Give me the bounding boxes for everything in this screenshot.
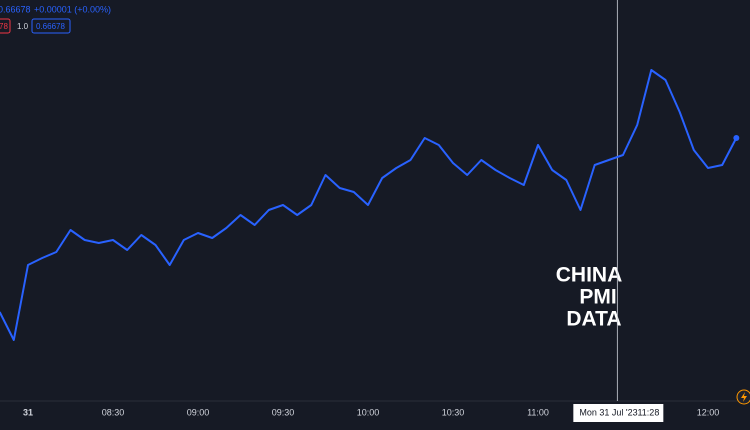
last-price-dot [733,135,740,141]
x-tick-label: 08:30 [102,407,125,417]
x-tick-label: 31 [23,407,33,417]
x-tick-label: 09:00 [187,407,210,417]
x-tick-label: 10:30 [442,407,465,417]
x-tick-label: 11:00 [527,407,549,417]
x-tick-label: 10:00 [357,407,380,417]
buy-price[interactable]: 0.66678 [36,22,65,31]
crosshair-time: 11:28 [637,407,659,417]
header-change: +0.00001 (+0.00%) [34,4,111,14]
x-tick-label: 09:30 [272,407,295,417]
annotation: DATA [566,308,621,331]
crosshair-date: Mon 31 Jul '23 [579,407,637,417]
buy-box[interactable] [31,18,71,34]
price-line [0,69,738,341]
annotation: CHINA [556,264,623,287]
header-price: 0.66678 [0,4,31,14]
spread: 1.0 [17,22,29,31]
sell-price[interactable]: 78 [0,22,8,31]
annotation: PMI [579,286,616,309]
x-tick-label: 12:00 [697,407,720,417]
crosshair-label-box [573,404,664,422]
lightning-glyph[interactable] [741,392,747,402]
sell-box[interactable] [0,18,11,34]
